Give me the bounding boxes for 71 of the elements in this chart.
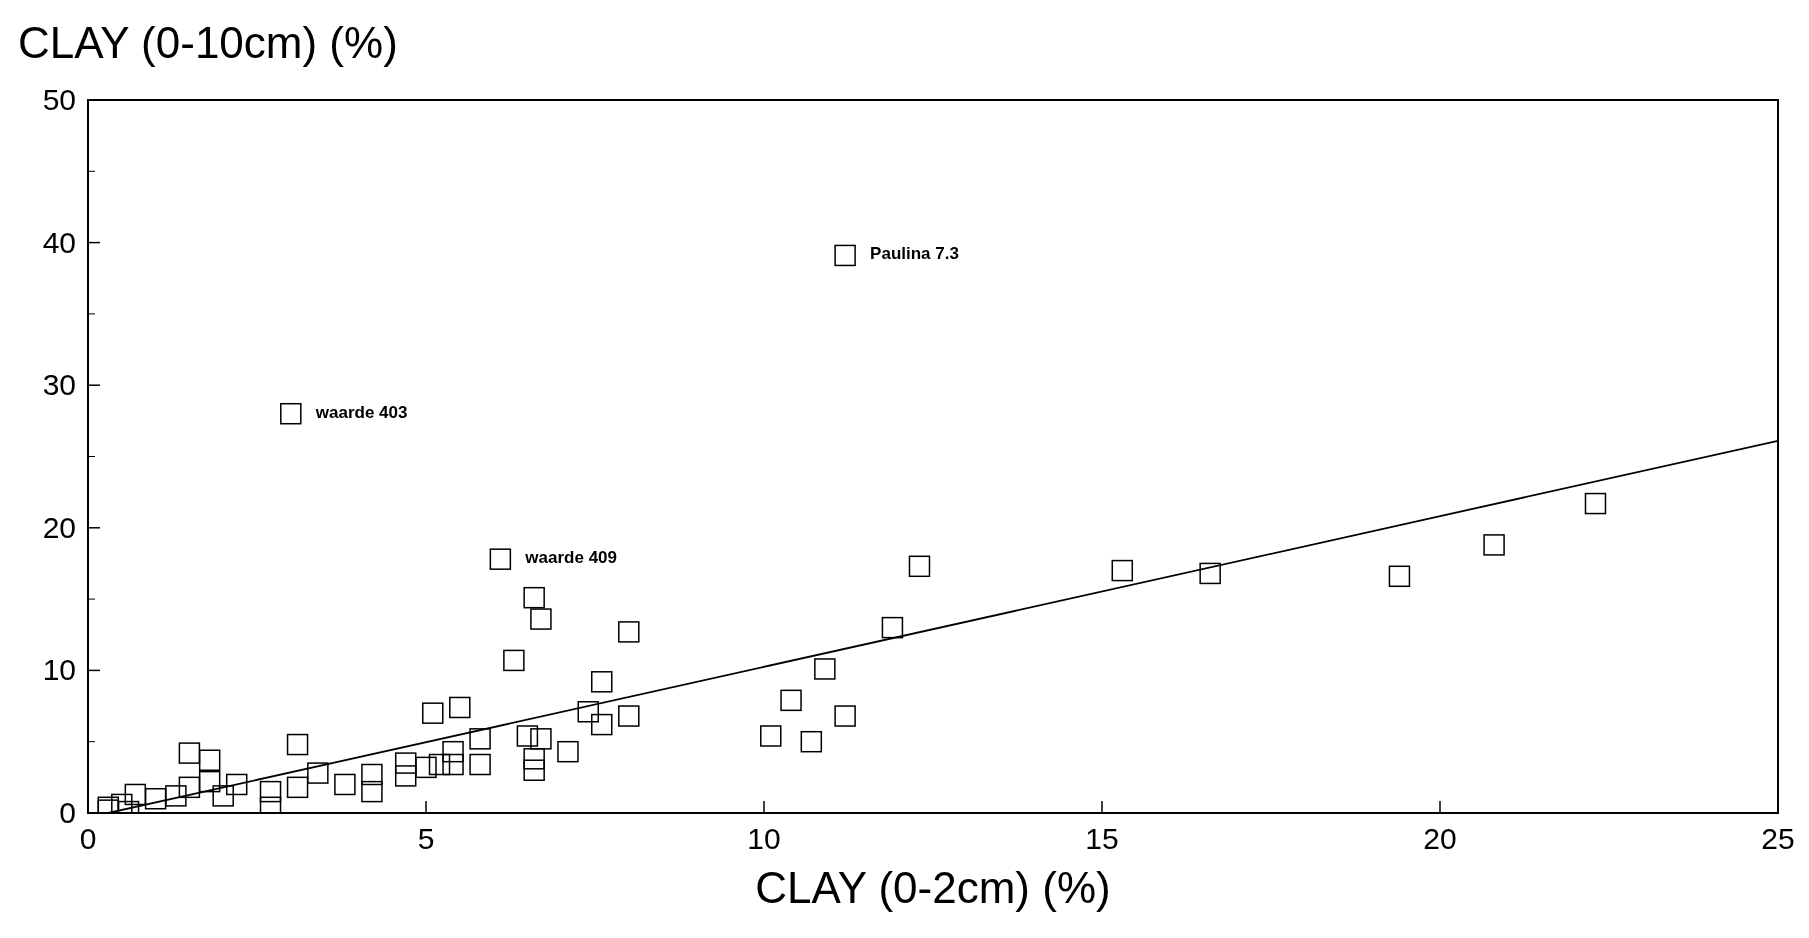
point (212, 785, 234, 807)
point (1483, 534, 1505, 556)
point (591, 671, 613, 693)
point (178, 742, 201, 764)
point (618, 621, 640, 643)
point (469, 728, 491, 750)
point (144, 787, 167, 810)
point (1111, 559, 1134, 582)
point (489, 548, 512, 570)
y-axis-title: CLAY (0-10cm) (%) (18, 18, 398, 67)
point (523, 759, 545, 781)
point (428, 753, 451, 776)
point (516, 725, 539, 747)
point (503, 649, 525, 672)
point (1199, 562, 1221, 585)
x-tick-label: 0 (79, 822, 97, 855)
point (334, 773, 356, 796)
point (908, 555, 931, 578)
point (760, 725, 782, 747)
x-tick-label: 15 (1085, 822, 1119, 855)
point (198, 749, 221, 771)
point (394, 765, 417, 787)
point (1584, 492, 1607, 515)
point (178, 776, 201, 799)
point (523, 586, 545, 609)
annotation: waarde 403 (314, 402, 408, 422)
point (361, 763, 383, 786)
point (577, 701, 599, 723)
point (198, 770, 221, 793)
point (449, 696, 471, 719)
point (1388, 565, 1411, 588)
point (165, 785, 187, 807)
point (523, 748, 545, 770)
point (422, 702, 444, 724)
point (834, 244, 856, 267)
point (259, 780, 282, 803)
point (530, 728, 552, 750)
point (530, 608, 552, 630)
y-tick-label: 10 (42, 653, 76, 687)
point (307, 762, 329, 784)
y-tick-label: 30 (42, 368, 76, 402)
point (415, 756, 437, 779)
x-tick-label: 25 (1761, 822, 1795, 855)
x-tick-label: 10 (747, 822, 781, 855)
point (442, 753, 464, 776)
point (557, 740, 579, 763)
point (286, 733, 309, 756)
y-tick-label: 20 (42, 510, 76, 544)
point (442, 740, 464, 763)
point (591, 713, 613, 736)
x-tick-label: 5 (417, 822, 435, 855)
x-tick-label: 20 (1423, 822, 1457, 855)
annotation: Paulina 7.3 (870, 244, 959, 264)
y-tick-label: 0 (59, 796, 76, 829)
point (361, 780, 383, 803)
point (814, 658, 836, 680)
x-axis-title: CLAY (0-2cm) (%) (755, 863, 1111, 912)
point (225, 773, 248, 796)
annotation: waarde 409 (524, 548, 618, 568)
point (834, 705, 856, 727)
point (394, 752, 417, 774)
point (280, 402, 302, 425)
y-tick-label: 50 (42, 83, 76, 116)
point (800, 730, 823, 753)
point (881, 616, 904, 639)
point (618, 705, 640, 727)
y-tick-label: 40 (42, 225, 76, 259)
point (469, 753, 491, 776)
point (286, 776, 309, 799)
point (780, 689, 802, 712)
point (124, 783, 147, 806)
